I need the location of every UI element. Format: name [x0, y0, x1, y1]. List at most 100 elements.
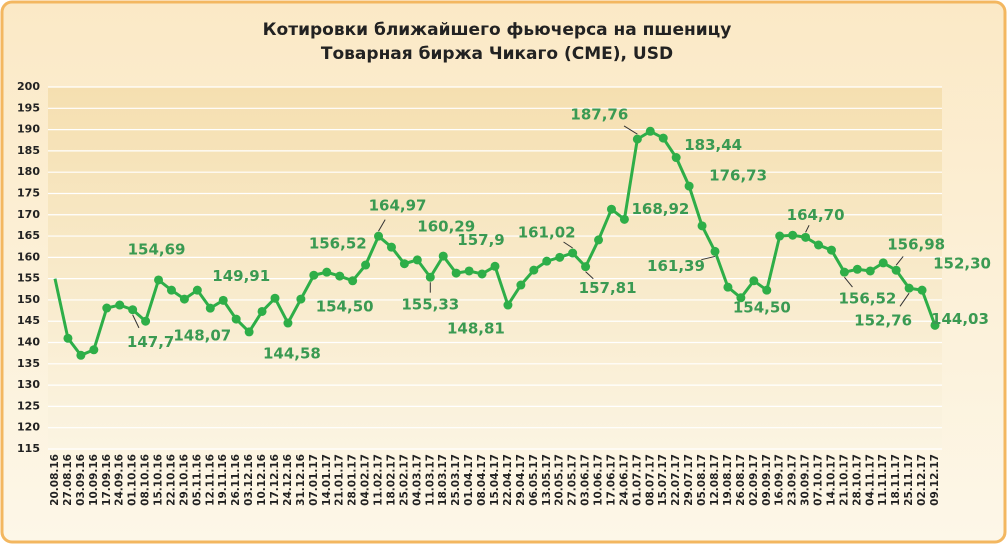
x-tick-label: 05.11.16	[191, 454, 203, 506]
point	[762, 285, 772, 295]
x-tick-label: 09.09.17	[761, 454, 773, 506]
data-label: 155,33	[401, 296, 459, 314]
x-tick-label: 18.03.17	[437, 454, 449, 506]
x-tick-label: 12.08.17	[709, 454, 721, 506]
y-tick-label: 175	[17, 186, 40, 199]
x-tick-label: 01.10.16	[127, 454, 139, 506]
x-tick-label: 13.05.17	[541, 454, 553, 506]
x-tick-label: 22.04.17	[502, 454, 514, 506]
x-tick-label: 11.02.17	[373, 454, 385, 506]
data-label: 154,69	[128, 240, 186, 258]
data-label: 152,76	[854, 312, 912, 330]
x-tick-label: 03.06.17	[580, 454, 592, 506]
point	[839, 267, 849, 277]
y-tick-label: 180	[17, 165, 40, 178]
y-tick-label: 115	[17, 442, 40, 455]
leader-line	[899, 292, 910, 307]
point	[814, 240, 824, 250]
point	[128, 305, 138, 315]
chart-title: Котировки ближайшего фьючерса на пшеницу	[263, 20, 732, 40]
point	[555, 252, 565, 262]
data-label: 148,81	[447, 320, 505, 338]
point	[244, 327, 254, 337]
point	[399, 259, 409, 269]
data-label: 144,58	[263, 345, 321, 363]
point	[930, 320, 940, 330]
series: 147,7 154,69 148,07 149,91 144,58 156,52 154,5…	[53, 106, 991, 363]
point	[296, 294, 306, 304]
point	[697, 221, 707, 231]
point	[192, 285, 202, 295]
point	[606, 204, 616, 214]
point	[723, 282, 733, 292]
x-tick-label: 14.10.17	[825, 454, 837, 506]
point	[361, 260, 371, 270]
x-tick-label: 27.08.16	[62, 454, 74, 506]
point	[451, 268, 461, 278]
x-tick-label: 03.12.16	[243, 454, 255, 506]
x-tick-label: 04.03.17	[411, 454, 423, 506]
point	[335, 271, 345, 281]
leader-line	[563, 241, 573, 249]
point	[645, 126, 655, 136]
point	[891, 265, 901, 275]
x-tick-label: 21.10.17	[838, 454, 850, 506]
leader-line	[132, 314, 140, 329]
x-tick-label: 25.11.17	[903, 454, 915, 506]
data-label: 156,52	[838, 290, 896, 308]
x-tick-label: 17.09.16	[101, 454, 113, 506]
data-label: 183,44	[684, 136, 742, 154]
point	[568, 248, 578, 258]
data-label: 148,07	[173, 327, 231, 345]
point	[374, 231, 384, 241]
x-tick-label: 23.09.17	[787, 454, 799, 506]
point	[218, 295, 228, 305]
point	[619, 214, 629, 224]
x-tick-label: 17.12.16	[269, 454, 281, 506]
x-tick-label: 03.09.16	[75, 454, 87, 506]
x-tick-label: 09.12.17	[929, 454, 941, 506]
point	[788, 230, 798, 240]
point	[309, 270, 319, 280]
x-tick-label: 24.09.16	[114, 454, 126, 506]
x-tick-label: 27.05.17	[567, 454, 579, 506]
y-tick-label: 130	[17, 378, 40, 391]
x-tick-label: 11.11.17	[877, 454, 889, 506]
y-tick-label: 170	[17, 208, 40, 221]
data-label: 168,92	[631, 200, 689, 218]
x-tick-label: 29.07.17	[683, 454, 695, 506]
x-tick-label: 22.10.16	[165, 454, 177, 506]
y-tick-label: 160	[17, 250, 40, 263]
y-tick-label: 145	[17, 314, 40, 327]
x-tick-label: 02.09.17	[748, 454, 760, 506]
point	[581, 262, 591, 272]
point	[283, 318, 293, 328]
point	[917, 285, 927, 295]
data-label: 176,73	[709, 167, 767, 185]
x-tick-label: 29.10.16	[178, 454, 190, 506]
point	[736, 293, 746, 303]
x-tick-label: 24.06.17	[618, 454, 630, 506]
x-tick-label: 28.10.17	[851, 454, 863, 506]
data-label: 164,97	[369, 197, 427, 215]
x-tick-label: 07.01.17	[308, 454, 320, 506]
x-tick-label: 26.08.17	[735, 454, 747, 506]
x-tick-label: 24.12.16	[282, 454, 294, 506]
data-label: 154,50	[316, 297, 374, 315]
point	[503, 300, 513, 310]
leader-line	[895, 256, 904, 266]
y-tick-label: 120	[17, 421, 40, 434]
point	[63, 333, 73, 343]
point	[542, 256, 552, 266]
leader-line	[805, 225, 810, 233]
x-tick-label: 10.09.16	[88, 454, 100, 506]
y-tick-label: 195	[17, 101, 40, 114]
leader-line	[585, 271, 594, 280]
data-label: 156,52	[309, 235, 367, 253]
y-tick-label: 140	[17, 336, 40, 349]
x-tick-label: 05.08.17	[696, 454, 708, 506]
y-tick-label: 200	[17, 80, 40, 93]
x-tick-label: 16.09.17	[774, 454, 786, 506]
point	[684, 181, 694, 191]
